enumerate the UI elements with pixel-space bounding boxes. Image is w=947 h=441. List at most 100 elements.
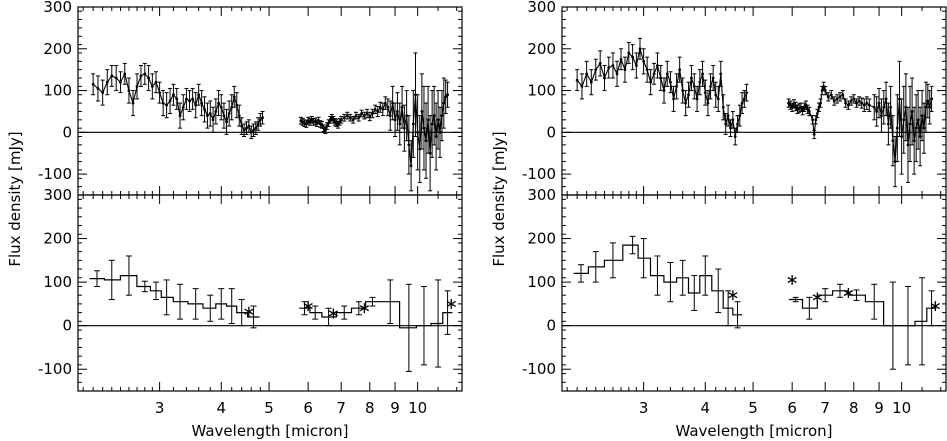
y-tick-label: 200 <box>43 230 72 248</box>
data-point <box>862 103 866 107</box>
data-point <box>681 89 685 92</box>
data-point <box>665 72 669 76</box>
data-point <box>855 101 858 105</box>
y-tick-label: 0 <box>546 123 556 141</box>
data-point <box>823 89 827 92</box>
data-point <box>724 122 728 126</box>
data-point <box>742 97 746 101</box>
data-point <box>158 91 162 95</box>
data-point <box>330 116 334 120</box>
data-point <box>357 116 361 120</box>
data-point <box>172 93 175 97</box>
data-point <box>627 51 631 55</box>
data-point <box>623 68 627 72</box>
data-point <box>716 97 720 101</box>
data-point <box>242 128 246 132</box>
y-tick-label: 300 <box>43 186 72 204</box>
data-point <box>634 64 638 67</box>
data-point <box>832 99 836 103</box>
y-axis-title: Flux density [mJy] <box>490 131 508 266</box>
data-point <box>589 80 593 84</box>
data-point <box>729 126 732 130</box>
y-tick-label: -100 <box>522 360 556 378</box>
data-point <box>807 110 811 113</box>
data-point <box>642 59 646 63</box>
data-point <box>726 114 730 118</box>
data-point <box>258 118 262 122</box>
data-point <box>738 114 742 118</box>
data-point <box>185 97 188 101</box>
data-point <box>348 116 352 120</box>
data-point <box>211 118 215 122</box>
y-tick-label: -100 <box>38 165 72 183</box>
data-point <box>814 118 818 122</box>
x-tick-label: 6 <box>787 399 797 417</box>
data-point <box>611 64 615 67</box>
data-point <box>733 135 737 138</box>
data-point <box>440 114 444 118</box>
data-point <box>675 84 679 88</box>
star-marker <box>812 292 823 303</box>
y-tick-label: 100 <box>43 273 72 291</box>
data-point <box>237 114 241 118</box>
x-axis-title: Wavelength [micron] <box>675 422 832 440</box>
data-point <box>806 107 810 111</box>
data-point <box>396 110 399 113</box>
data-point <box>428 151 432 155</box>
data-point <box>656 64 659 67</box>
star-marker <box>446 298 456 309</box>
panel-right-top: -100 0 100 200 300 <box>522 0 947 196</box>
data-point <box>709 84 712 88</box>
data-point <box>240 124 244 128</box>
data-point <box>362 114 366 118</box>
star-marker <box>843 288 854 298</box>
data-point <box>232 95 236 99</box>
x-tick-label: 6 <box>303 399 313 417</box>
plot-frame <box>77 194 463 392</box>
data-point <box>698 80 702 84</box>
star-marker <box>328 308 339 319</box>
data-point <box>902 118 906 122</box>
data-point <box>877 101 881 105</box>
data-point <box>711 76 715 80</box>
data-point <box>922 126 926 130</box>
y-tick-label: 200 <box>527 40 556 58</box>
data-point <box>391 101 395 105</box>
data-point <box>891 139 895 143</box>
y-tick-label: 0 <box>62 317 72 335</box>
y-tick-label: -100 <box>522 165 556 183</box>
data-point <box>788 103 792 107</box>
data-point <box>575 78 579 82</box>
data-point <box>638 47 642 51</box>
data-point <box>175 97 179 101</box>
data-point <box>908 122 912 126</box>
data-point <box>381 107 385 111</box>
data-point <box>178 114 182 118</box>
data-point <box>188 99 191 103</box>
data-point <box>235 103 239 107</box>
data-point <box>684 101 688 105</box>
data-point <box>912 139 916 143</box>
y-tick-label: 300 <box>43 0 72 16</box>
data-point <box>150 84 154 88</box>
data-point <box>194 103 198 107</box>
data-point <box>422 126 426 130</box>
star-marker <box>930 301 940 312</box>
data-point <box>615 72 619 76</box>
data-point <box>787 101 790 105</box>
data-point <box>420 110 424 113</box>
data-point <box>882 105 886 109</box>
y-tick-label: 100 <box>43 82 72 100</box>
data-point <box>585 72 589 76</box>
data-point <box>119 80 122 84</box>
data-point <box>432 114 436 118</box>
data-point <box>181 105 185 109</box>
data-point <box>926 99 930 103</box>
data-point <box>208 112 212 115</box>
data-point <box>386 105 390 109</box>
data-point <box>826 95 830 99</box>
data-point <box>131 101 135 105</box>
data-point <box>721 105 725 109</box>
data-layer <box>573 235 940 370</box>
data-layer <box>89 255 456 372</box>
